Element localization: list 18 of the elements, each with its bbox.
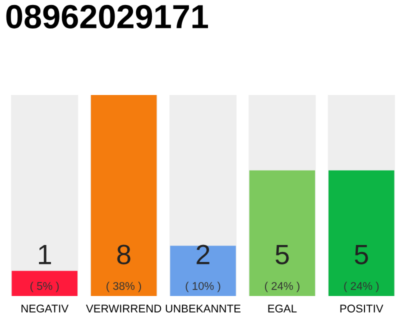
annotation: ( 24% )	[264, 282, 300, 292]
annotation: ( 5% )	[30, 282, 59, 292]
data-label: 5	[354, 244, 368, 264]
data-label: 5	[276, 244, 289, 264]
data-label: 2	[196, 244, 210, 264]
annotation: ( 38% )	[106, 282, 142, 292]
x-tick-label: EGAL	[268, 304, 297, 312]
annotation: ( 10% )	[186, 282, 220, 292]
data-label: 1	[38, 244, 51, 264]
x-tick-label: UNBEKANNTE	[166, 304, 240, 312]
x-tick-label: NEGATIV	[22, 304, 69, 312]
bar	[170, 246, 236, 296]
annotation: ( 24% )	[344, 282, 379, 292]
data-label: 8	[117, 244, 130, 264]
x-tick-label: POSITIV	[340, 304, 384, 312]
x-tick-label: VERWIRREND	[86, 304, 162, 312]
chart-title: 08962029171	[6, 4, 208, 28]
bar	[12, 270, 78, 296]
